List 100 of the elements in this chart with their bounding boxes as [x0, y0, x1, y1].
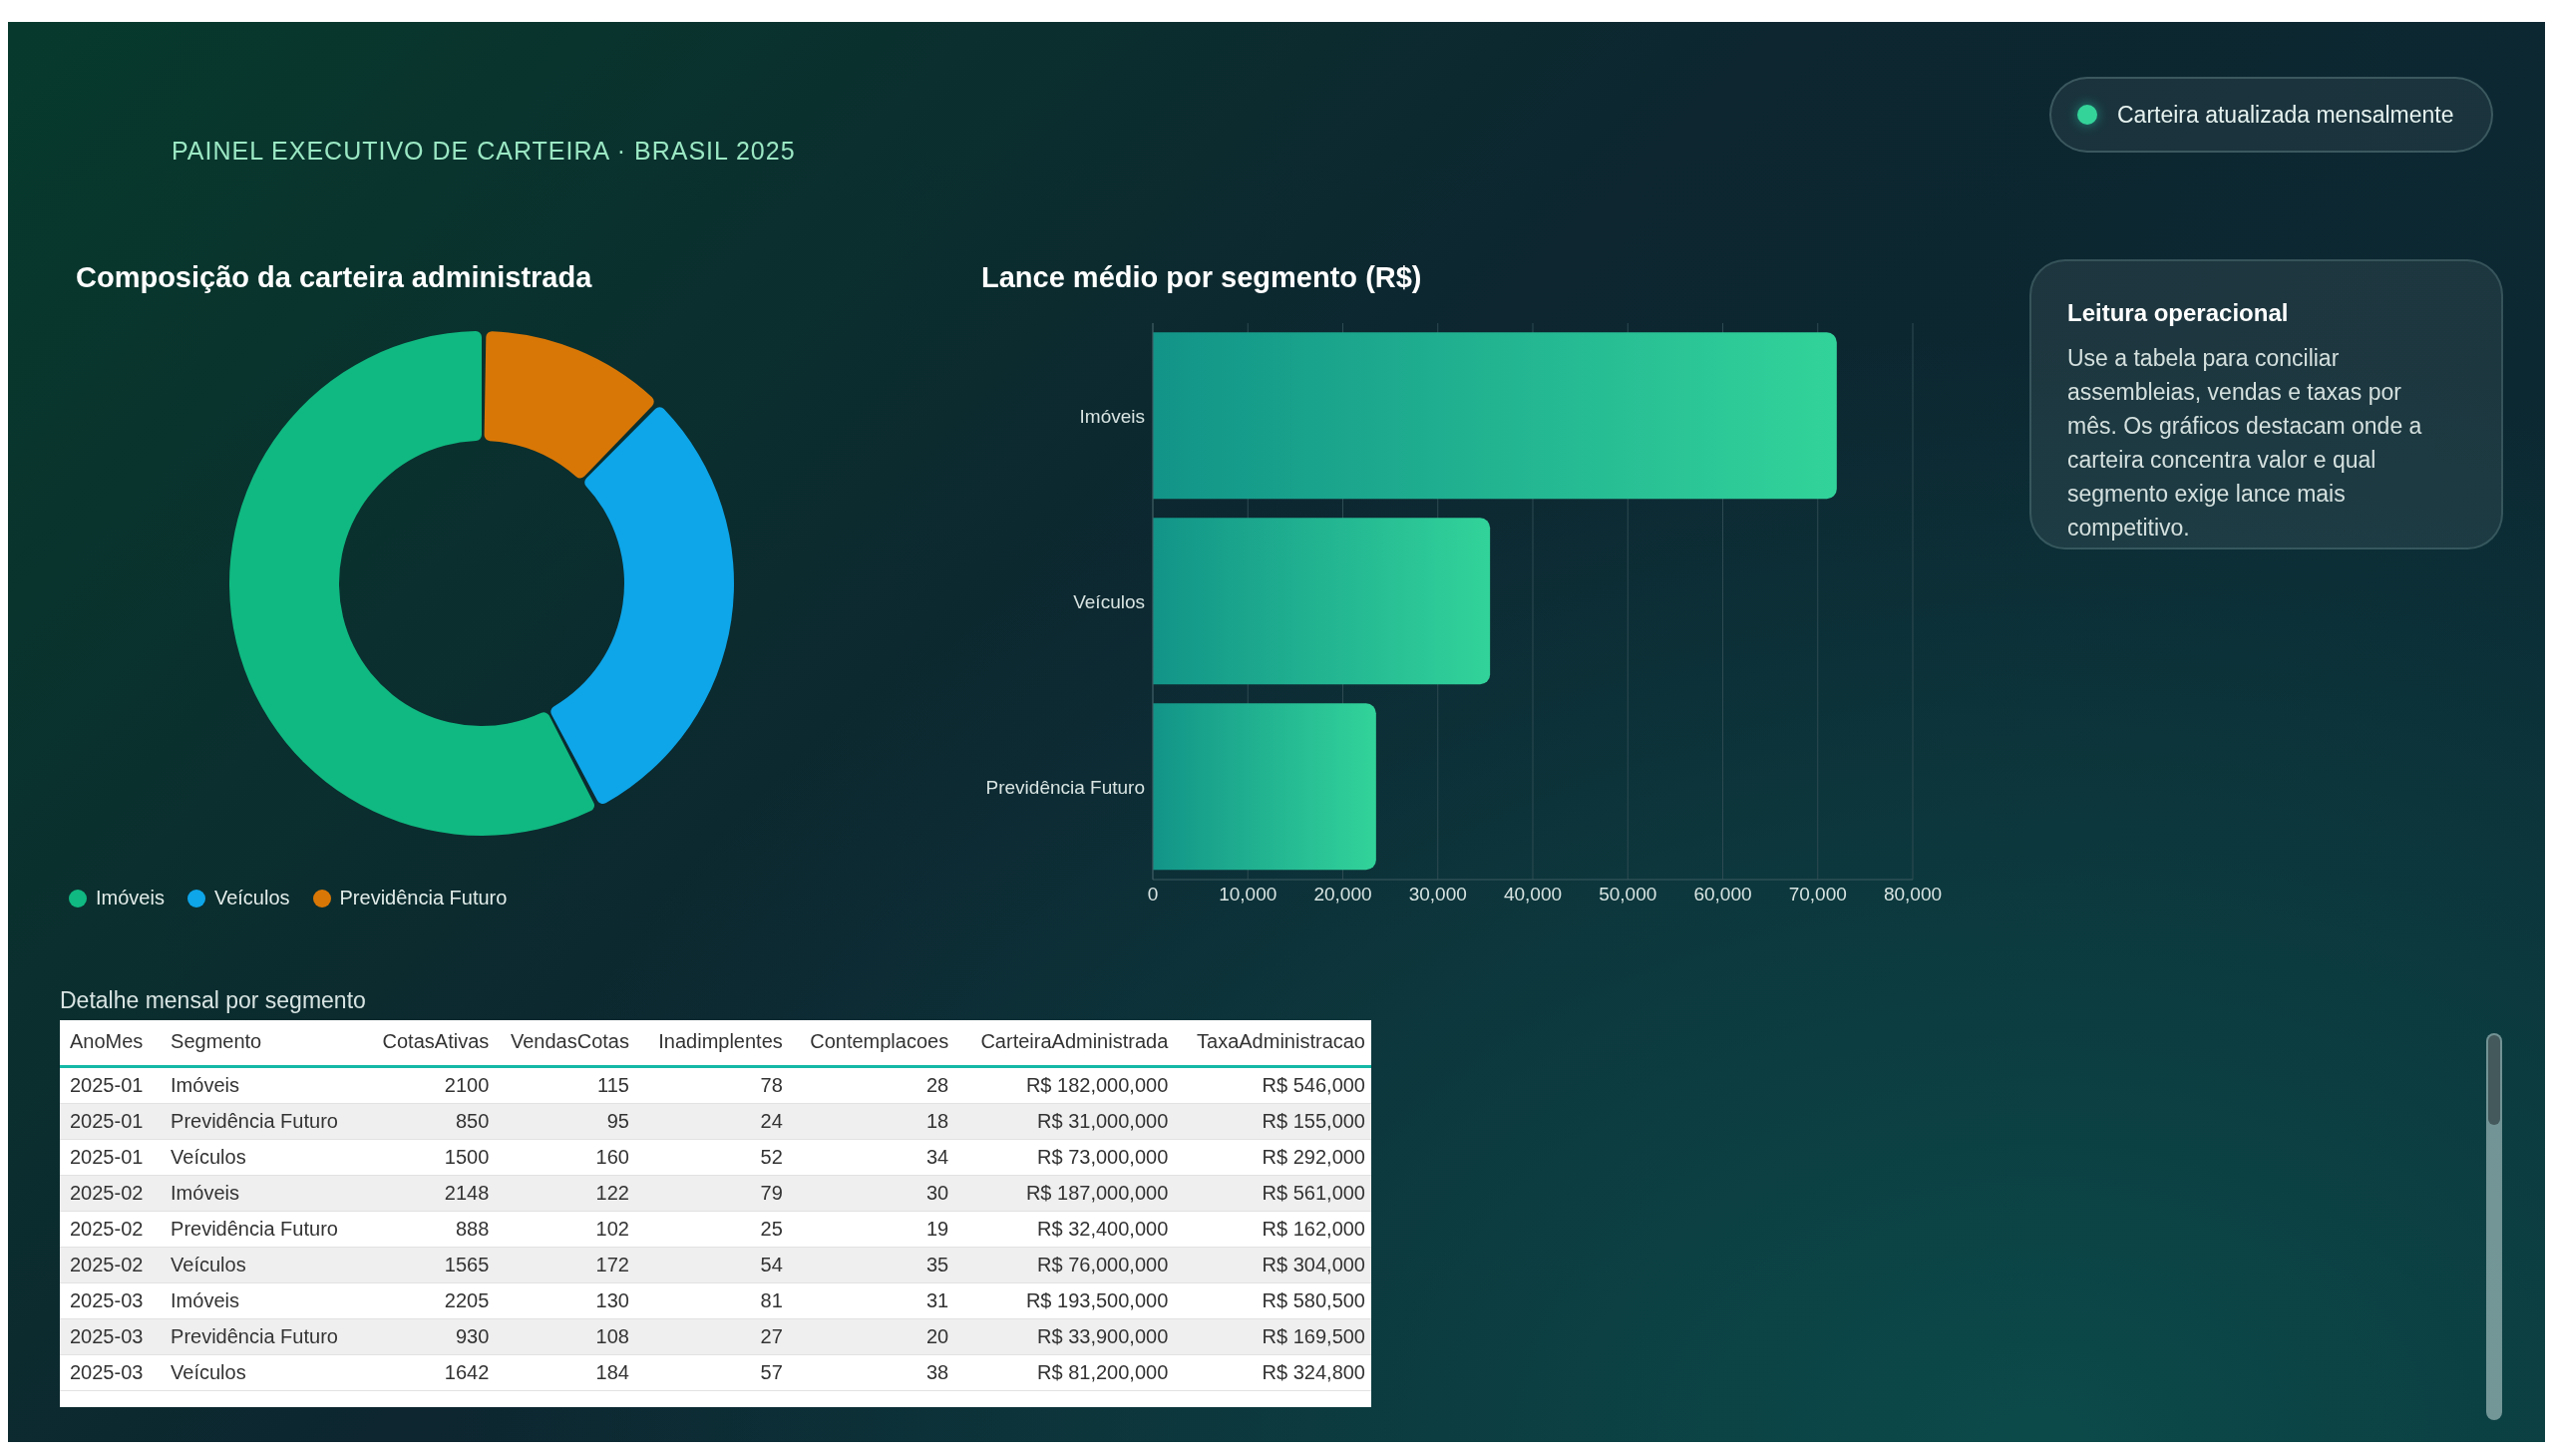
text: 34: [925, 1146, 949, 1168]
text: 1642: [444, 1361, 490, 1383]
text: 31: [925, 1289, 949, 1311]
text: 19: [925, 1218, 949, 1240]
text: Veículos: [171, 1254, 246, 1275]
text: R$ 546,000: [1262, 1074, 1365, 1096]
category-label: AnoMes: [69, 1029, 145, 1054]
text: 172: [595, 1254, 629, 1275]
text: R$ 580,500: [1262, 1289, 1365, 1311]
text: 2148: [444, 1182, 490, 1204]
text: R$ 31,000,000: [1037, 1110, 1169, 1132]
text: 2025-03: [70, 1361, 144, 1383]
x-tick-label: 10,000: [1219, 884, 1277, 906]
text: 2205: [444, 1289, 490, 1311]
text: 30: [925, 1182, 949, 1204]
text: 52: [760, 1146, 783, 1168]
text: 930: [455, 1325, 490, 1347]
text: R$ 162,000: [1262, 1218, 1365, 1240]
legend-label: Veículos: [213, 887, 290, 910]
chart-title: Lance médio por segmento (R$): [981, 261, 1422, 294]
category-label: Inadimplentes: [657, 1029, 784, 1054]
text: R$ 81,200,000: [1037, 1361, 1169, 1383]
text: 27: [760, 1325, 783, 1347]
text: 57: [760, 1361, 783, 1383]
category-label: Contemplacoes: [809, 1029, 950, 1054]
text: R$ 155,000: [1262, 1110, 1365, 1132]
x-tick-label: 40,000: [1503, 884, 1563, 906]
text: R$ 561,000: [1262, 1182, 1365, 1204]
text: 130: [595, 1289, 629, 1311]
text: 2025-03: [70, 1325, 144, 1347]
text: 122: [595, 1182, 629, 1204]
y-tick-label: Imóveis: [1079, 405, 1145, 427]
x-tick-label: 30,000: [1408, 884, 1467, 906]
text: 850: [455, 1110, 490, 1132]
x-tick-label: 50,000: [1599, 884, 1657, 906]
category-label: CarteiraAdministrada: [979, 1029, 1170, 1054]
text: R$ 169,500: [1262, 1325, 1365, 1347]
text: 888: [455, 1218, 490, 1240]
text: R$ 33,900,000: [1037, 1325, 1169, 1347]
text: 81: [760, 1289, 783, 1311]
x-tick-label: 20,000: [1313, 884, 1372, 906]
text: 78: [760, 1074, 783, 1096]
text: R$ 304,000: [1262, 1254, 1365, 1275]
text: PAINEL EXECUTIVO DE CARTEIRA · BRASIL 2025: [172, 137, 796, 166]
text: Previdência Futuro: [171, 1325, 338, 1347]
category-label: CotasAtivas: [381, 1029, 491, 1054]
text: 54: [760, 1254, 783, 1275]
text: 20: [925, 1325, 949, 1347]
text: 28: [925, 1074, 949, 1096]
text: R$ 73,000,000: [1037, 1146, 1169, 1168]
text: R$ 182,000,000: [1025, 1074, 1169, 1096]
text: 2025-02: [70, 1182, 144, 1204]
text: Imóveis: [171, 1289, 239, 1311]
text: 2025-01: [70, 1074, 144, 1096]
text: 95: [606, 1110, 629, 1132]
text: Previdência Futuro: [171, 1110, 338, 1132]
text: 115: [597, 1074, 629, 1096]
text: 2025-02: [70, 1254, 144, 1275]
legend-label: Previdência Futuro: [339, 887, 508, 910]
text: Detalhe mensal por segmento: [60, 987, 367, 1014]
text: R$ 76,000,000: [1037, 1254, 1169, 1275]
text: 102: [595, 1218, 629, 1240]
text: Use a tabela para conciliar assembleias, vendas e taxas por mês. Os gráficos destacam onde a carteira concentra valor e qual segmento exige lance mais competitivo.: [2067, 344, 2423, 543]
text: 25: [760, 1218, 783, 1240]
text: R$ 193,500,000: [1025, 1289, 1169, 1311]
text: 24: [760, 1110, 783, 1132]
y-tick-label: Previdência Futuro: [985, 776, 1145, 798]
text: Carteira atualizada mensalmente: [2117, 101, 2454, 129]
text: 2025-02: [70, 1218, 144, 1240]
text: Leitura operacional: [2067, 299, 2290, 327]
bar: [1153, 332, 1837, 500]
text: 160: [595, 1146, 629, 1168]
text: R$ 324,800: [1262, 1361, 1365, 1383]
x-tick-label: 0: [1147, 884, 1159, 906]
text: Imóveis: [171, 1074, 239, 1096]
text: 1565: [444, 1254, 490, 1275]
text: 18: [925, 1110, 949, 1132]
category-label: TaxaAdministracao: [1196, 1029, 1366, 1054]
text: 2025-03: [70, 1289, 144, 1311]
y-tick-label: Veículos: [1073, 590, 1145, 612]
text: R$ 187,000,000: [1025, 1182, 1169, 1204]
text: 79: [760, 1182, 783, 1204]
text: 2025-01: [70, 1146, 144, 1168]
text: Imóveis: [171, 1182, 239, 1204]
chart-title: Composição da carteira administrada: [76, 261, 592, 294]
text: R$ 292,000: [1262, 1146, 1365, 1168]
text: 35: [925, 1254, 949, 1275]
legend-label: Imóveis: [96, 887, 165, 910]
category-label: Segmento: [170, 1029, 263, 1054]
text: Veículos: [171, 1361, 246, 1383]
x-tick-label: 60,000: [1693, 884, 1752, 906]
text: 38: [925, 1361, 949, 1383]
category-label: VendasCotas: [509, 1029, 630, 1054]
text: R$ 32,400,000: [1037, 1218, 1169, 1240]
text: Previdência Futuro: [171, 1218, 338, 1240]
text: Veículos: [171, 1146, 246, 1168]
bar: [1153, 518, 1491, 685]
text: 2100: [444, 1074, 490, 1096]
x-tick-label: 80,000: [1883, 884, 1943, 906]
text: 1500: [444, 1146, 490, 1168]
